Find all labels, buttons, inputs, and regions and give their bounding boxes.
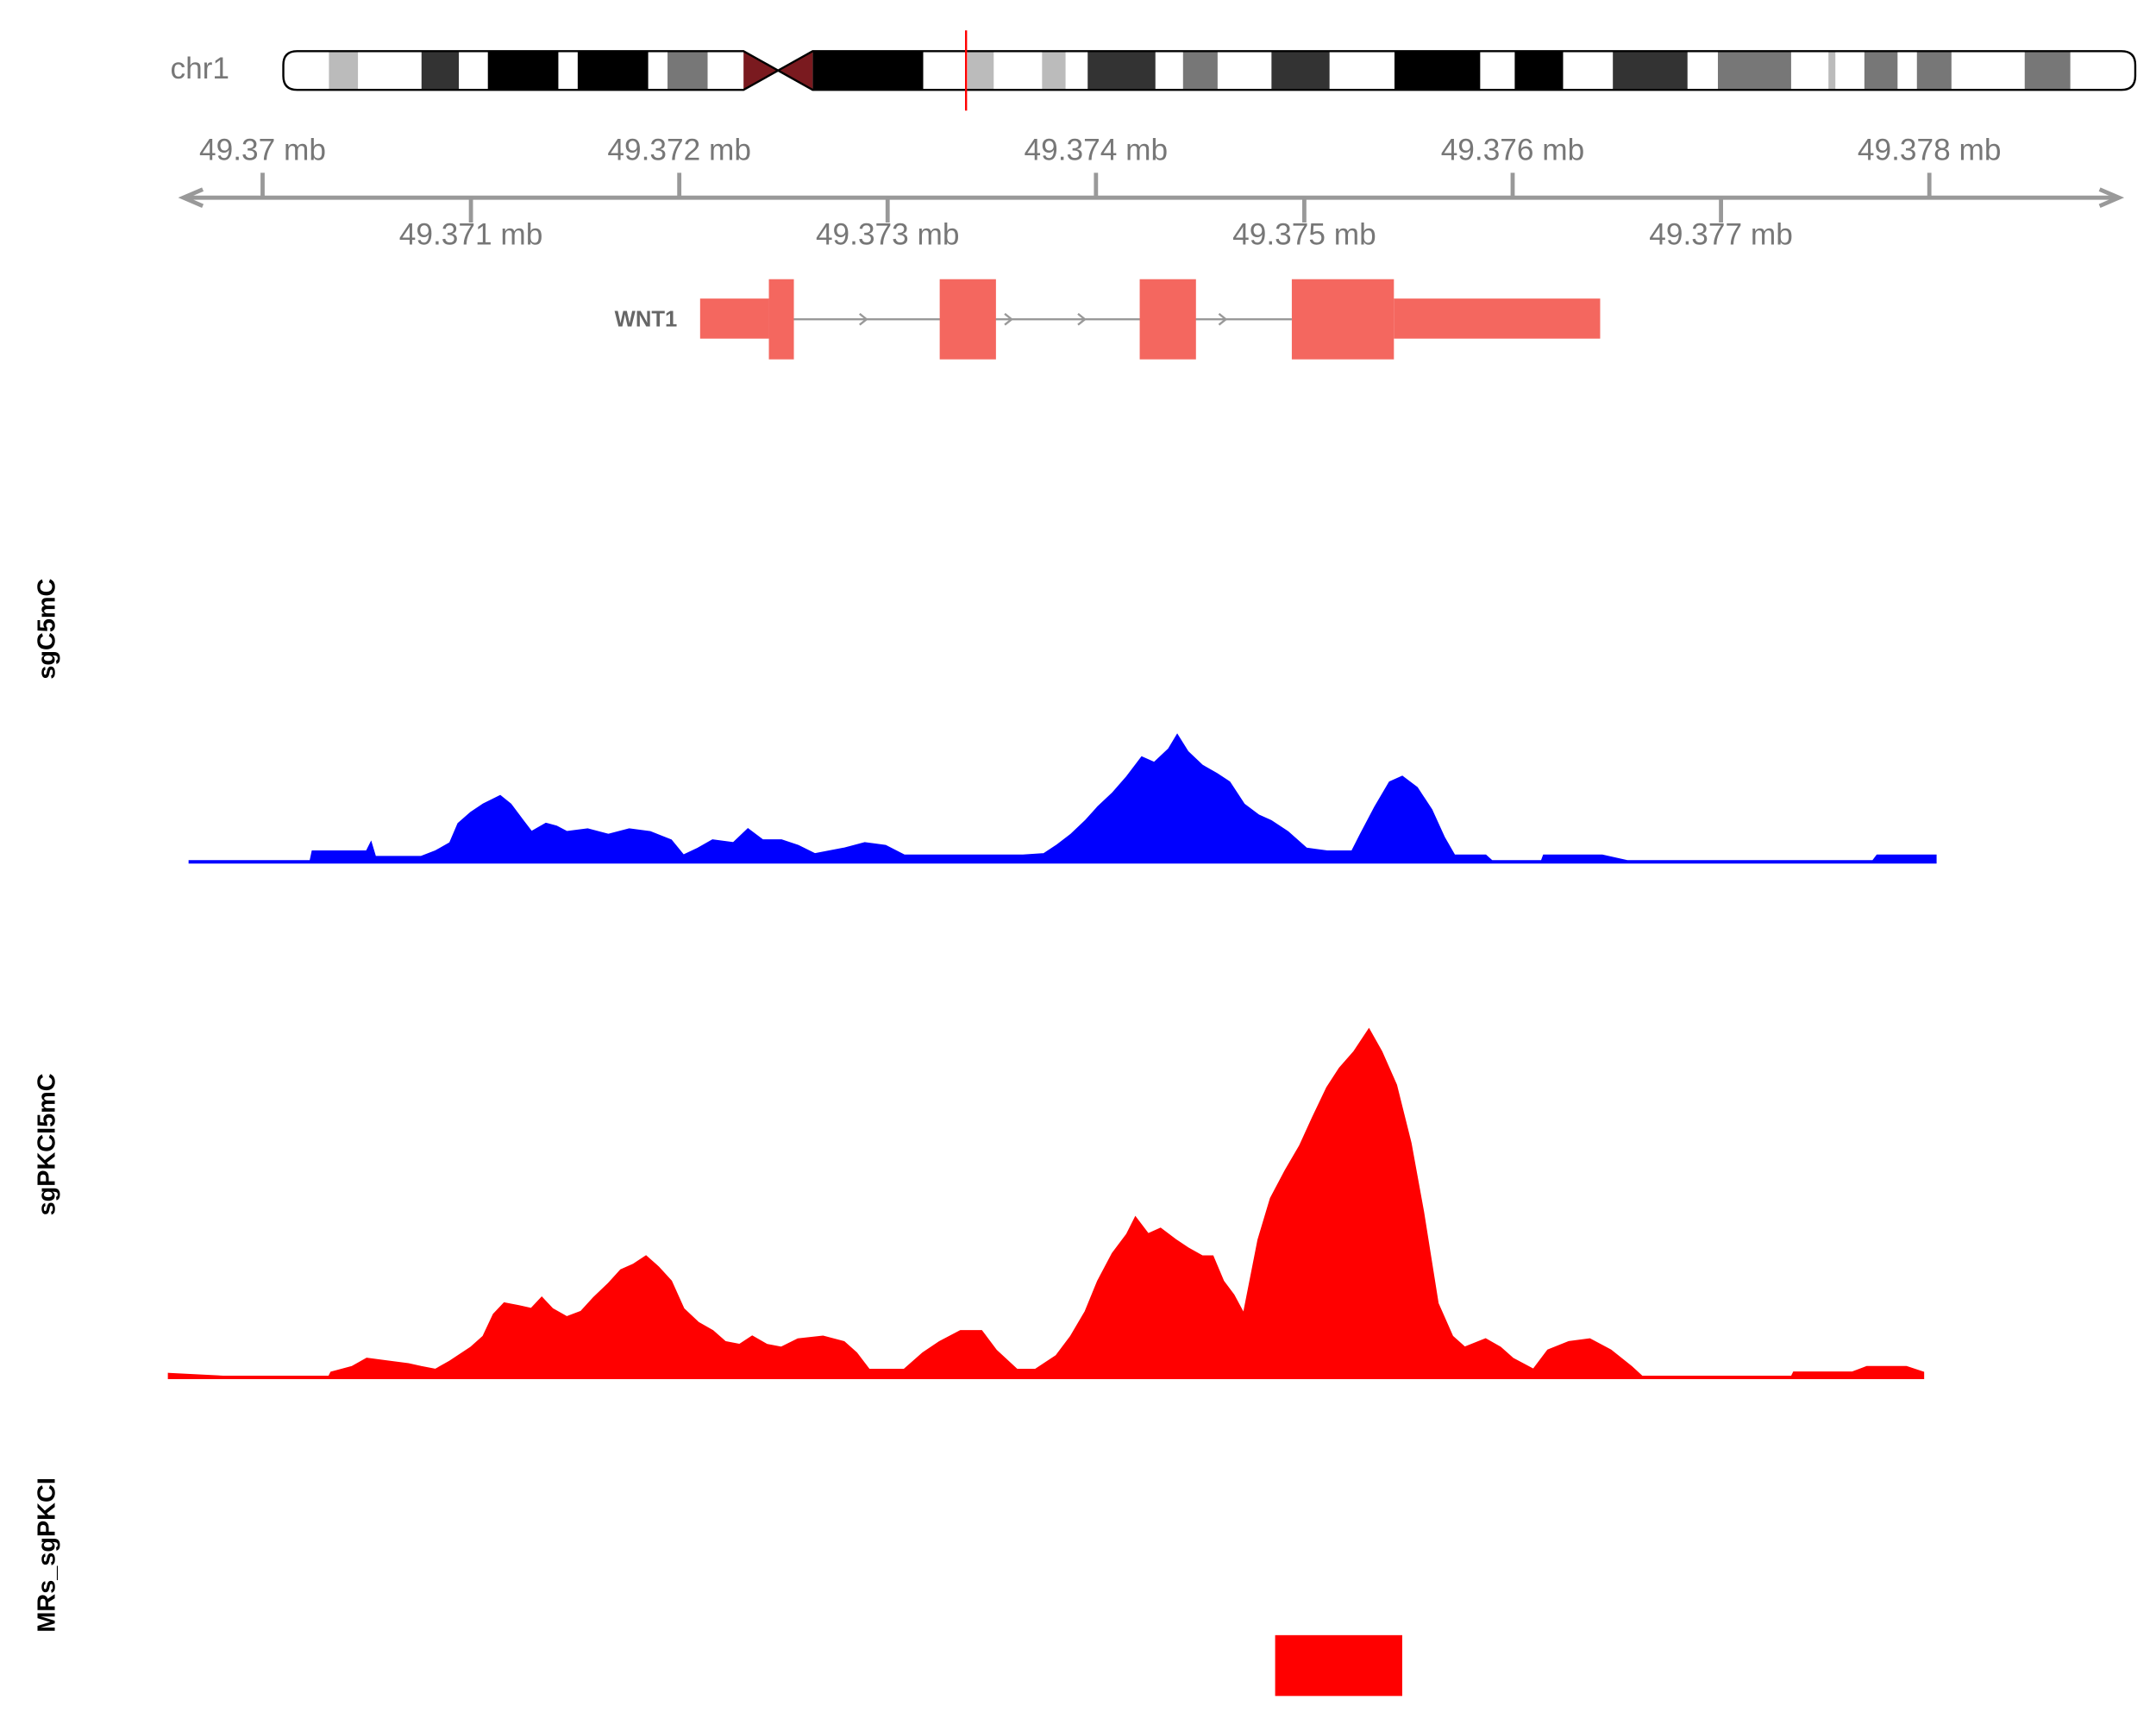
axis-arrow xyxy=(2098,187,2125,208)
chromosome-label: chr1 xyxy=(170,52,229,85)
x-tick-label: 49.37 mb xyxy=(199,134,326,167)
track-label: MRs_sgPKCI xyxy=(34,1477,61,1632)
ideogram-outline xyxy=(282,50,780,91)
track-label: sgC5mC xyxy=(34,579,61,680)
gene-label: WNT1 xyxy=(615,308,678,332)
strand-arrow xyxy=(1218,312,1228,326)
x-tick-label: 49.374 mb xyxy=(1025,134,1169,167)
ideogram-bands xyxy=(329,51,2071,91)
x-tick-label: 49.378 mb xyxy=(1858,134,2002,167)
strand-arrow xyxy=(1004,312,1014,326)
ideogram xyxy=(282,30,2137,111)
ideogram-outline xyxy=(775,50,2137,91)
exon xyxy=(1139,279,1196,360)
strand-arrow xyxy=(859,312,868,326)
x-tick-label: 49.372 mb xyxy=(607,134,751,167)
axis-arrow xyxy=(178,187,204,208)
track-label: sgPKCI5mC xyxy=(34,1073,61,1215)
utr xyxy=(1394,298,1601,339)
exon xyxy=(939,279,996,360)
utr xyxy=(699,298,769,339)
region xyxy=(1275,1634,1402,1697)
strand-arrow xyxy=(1077,312,1087,326)
x-tick-label: 49.375 mb xyxy=(1232,217,1376,251)
x-tick-label: 49.371 mb xyxy=(399,217,543,251)
x-tick-label: 49.376 mb xyxy=(1441,134,1585,167)
exon xyxy=(1291,279,1395,360)
coverage-area xyxy=(188,733,1937,864)
x-tick-label: 49.373 mb xyxy=(816,217,960,251)
exon xyxy=(768,279,794,360)
coverage-area xyxy=(167,1027,1925,1379)
x-tick-label: 49.377 mb xyxy=(1649,217,1793,251)
